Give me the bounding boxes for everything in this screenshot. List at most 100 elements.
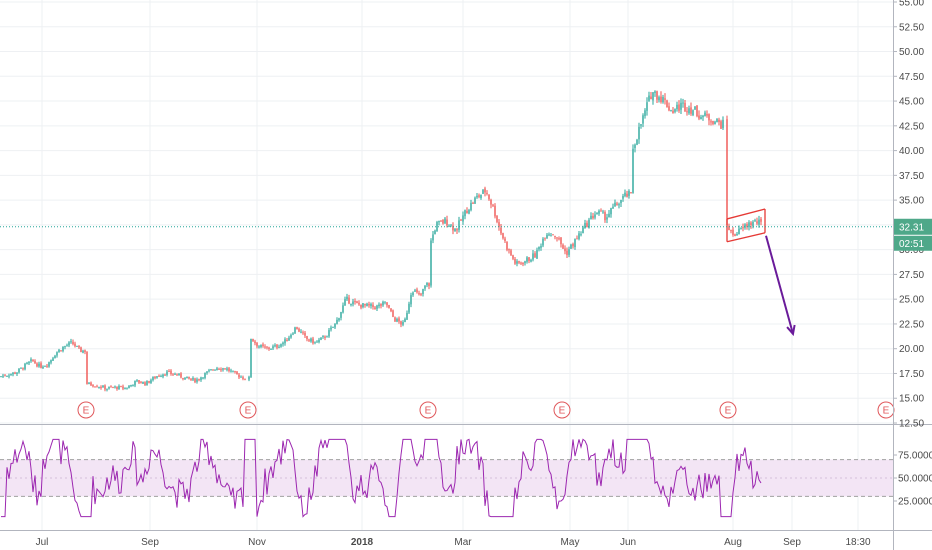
candle-body <box>728 225 730 231</box>
candle-body <box>372 304 374 308</box>
candle-body <box>628 191 630 196</box>
candle-body <box>300 331 302 333</box>
candle-body <box>404 318 406 322</box>
projection-arrowhead[interactable] <box>786 324 796 337</box>
candle-body <box>584 222 586 229</box>
earnings-marker[interactable]: E <box>77 401 95 419</box>
candle-body <box>28 361 30 364</box>
candle-body <box>124 388 126 390</box>
candle-body <box>466 210 468 214</box>
price-tick-label: 45.00 <box>899 97 924 108</box>
candle-body <box>716 118 718 123</box>
candle-body <box>26 362 28 364</box>
candle-body <box>196 379 198 382</box>
drawing-overlays[interactable] <box>726 208 796 337</box>
candle-body <box>136 380 138 382</box>
candle-body <box>712 120 714 124</box>
candle-body <box>674 109 676 112</box>
candle-body <box>92 385 94 387</box>
candle-body <box>76 345 78 347</box>
candle-body <box>686 111 688 113</box>
candle-body <box>32 359 34 362</box>
pennant-upper-line[interactable] <box>726 208 766 220</box>
candle-body <box>396 318 398 322</box>
price-tick-label: 22.50 <box>899 319 924 330</box>
candle-body <box>730 230 732 232</box>
candle-body <box>156 376 158 378</box>
candle-body <box>560 237 562 245</box>
candle-body <box>276 344 278 348</box>
earnings-icon[interactable] <box>77 401 95 419</box>
candle-body <box>182 377 184 379</box>
candle-body <box>242 377 244 379</box>
candle-body <box>14 372 16 374</box>
earnings-marker[interactable]: E <box>419 401 437 419</box>
candle-body <box>74 343 76 347</box>
candle-body <box>738 228 740 235</box>
candle-body <box>348 297 350 304</box>
candle-body <box>508 249 510 251</box>
candle-body <box>610 208 612 215</box>
price-tick-label: 15.00 <box>899 394 924 405</box>
candle-body <box>34 360 36 364</box>
candle-body <box>296 327 298 330</box>
candle-body <box>126 388 128 390</box>
pennant-lower-line[interactable] <box>726 232 766 243</box>
candle-body <box>162 374 164 377</box>
earnings-icon[interactable] <box>419 401 437 419</box>
candle-body <box>274 345 276 347</box>
projection-arrow[interactable] <box>765 235 794 335</box>
candle-body <box>154 376 156 379</box>
earnings-label: E <box>83 406 90 417</box>
candle-body <box>412 292 414 296</box>
candle-body <box>578 233 580 239</box>
candle-body <box>280 344 282 347</box>
candle-body <box>498 222 500 227</box>
candle-body <box>386 302 388 306</box>
candle-body <box>690 107 692 114</box>
candle-body <box>250 338 252 378</box>
candle-body <box>44 365 46 367</box>
candle-body <box>142 381 144 384</box>
earnings-marker[interactable]: E <box>239 401 257 419</box>
candle-body <box>426 282 428 286</box>
candle-body <box>318 339 320 343</box>
date-tick-label: 18:30 <box>845 537 870 548</box>
candle-body <box>586 222 588 228</box>
candle-body <box>166 371 168 375</box>
candle-body <box>56 352 58 356</box>
candle-body <box>598 210 600 214</box>
candle-body <box>138 380 140 383</box>
countdown-label: 02:51 <box>899 239 924 250</box>
earnings-icon[interactable] <box>553 401 571 419</box>
candle-body <box>256 342 258 347</box>
candle-body <box>652 92 654 101</box>
candle-body <box>10 373 12 375</box>
candle-body <box>596 212 598 215</box>
candle-body <box>12 372 14 375</box>
candle-body <box>502 233 504 239</box>
candle-body <box>706 114 708 116</box>
earnings-marker[interactable]: E <box>553 401 571 419</box>
candle-body <box>696 105 698 117</box>
earnings-marker[interactable]: E <box>877 401 895 419</box>
earnings-icon[interactable] <box>239 401 257 419</box>
candle-body <box>416 289 418 293</box>
candle-body <box>504 238 506 241</box>
candle-body <box>698 115 700 119</box>
candle-body <box>344 299 346 306</box>
candle-body <box>480 194 482 199</box>
candle-body <box>496 215 498 222</box>
candle-body <box>718 119 720 123</box>
candle-body <box>642 115 644 124</box>
rsi-series <box>1 438 762 518</box>
candle-body <box>440 220 442 222</box>
earnings-icon[interactable] <box>719 401 737 419</box>
candle-body <box>368 304 370 306</box>
candle-body <box>562 244 564 249</box>
candle-body <box>572 243 574 247</box>
price-candles <box>0 90 762 392</box>
earnings-marker[interactable]: E <box>719 401 737 419</box>
